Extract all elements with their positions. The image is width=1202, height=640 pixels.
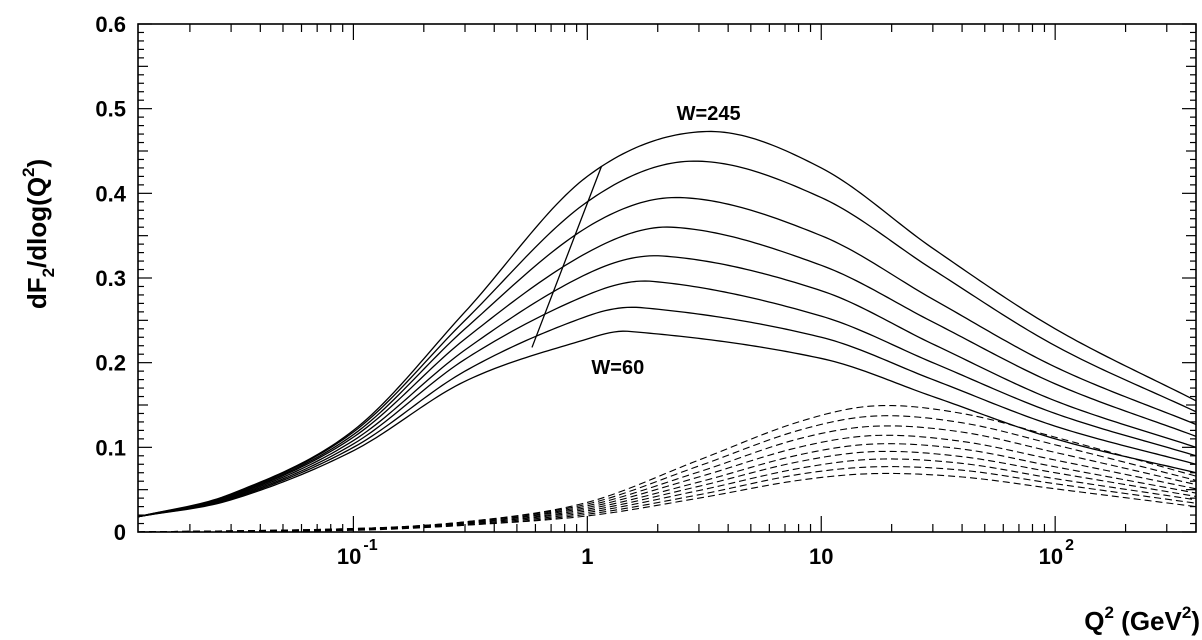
cut-line [531,166,603,348]
dashed-series-9 [137,472,1197,533]
x-tick-label: 1 [581,544,593,569]
solid-series-2 [137,160,1197,518]
annotation-1: W=245 [677,103,741,125]
solid-series-5 [137,255,1197,518]
y-tick-label: 0.1 [95,435,126,460]
solid-series-1 [137,130,1197,518]
solid-series-8 [137,330,1197,518]
x-tick-label: 10 [1039,544,1063,569]
x-tick-label: 10 [337,544,361,569]
plot-area [137,130,1197,533]
solid-series-7 [137,306,1197,518]
axes [137,23,1197,533]
y-axis-label: dF2/dlog(Q2) [19,159,58,309]
dashed-series-5 [137,443,1197,533]
y-tick-label: 0.2 [95,351,126,376]
plot-frame [137,23,1197,533]
y-tick-label: 0.4 [95,181,126,206]
x-tick-exponent: -1 [363,537,377,554]
dashed-series-8 [137,466,1197,533]
x-tick-label: 10 [809,544,833,569]
dashed-series-6 [137,450,1197,533]
annotation-2: W=60 [591,357,644,379]
labels: 00.10.20.30.40.50.610 -1 1 10 10 2W=245W=60Q2… [19,12,1200,636]
y-tick-label: 0 [114,520,126,545]
dashed-series-4 [137,434,1197,533]
x-tick-exponent: 2 [1065,537,1074,554]
dashed-series-3 [137,425,1197,533]
y-tick-label: 0.6 [95,12,126,37]
y-tick-label: 0.5 [95,97,126,122]
x-axis-label: Q2 (GeV2) [1084,603,1200,636]
solid-series-3 [137,196,1197,518]
solid-series-6 [137,280,1197,518]
solid-series-4 [137,226,1197,518]
y-tick-label: 0.3 [95,266,126,291]
